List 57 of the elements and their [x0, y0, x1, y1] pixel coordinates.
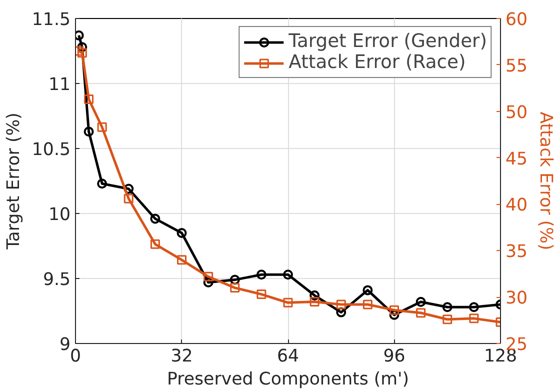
point	[204, 272, 214, 282]
point	[442, 302, 452, 312]
y-tick-label: 11	[48, 75, 71, 95]
point	[256, 270, 266, 280]
y-tick-label: 10	[48, 205, 71, 225]
y2-tick-label: 55	[506, 56, 528, 76]
x-tick-label: 0	[70, 346, 82, 366]
y2-tick-label: 35	[506, 242, 528, 262]
point	[389, 310, 400, 320]
y2-tick-label: 45	[506, 149, 528, 170]
y-tick-label: 11.5	[32, 10, 71, 30]
x-axis-title: Preserved Components (m')	[166, 370, 410, 390]
point	[177, 255, 186, 265]
point	[76, 46, 84, 56]
point	[256, 290, 266, 300]
x-tick-label: 96	[383, 346, 406, 366]
point	[97, 178, 108, 189]
y2-tick-label: 30	[506, 288, 528, 309]
point	[469, 314, 479, 324]
point	[230, 274, 240, 285]
y2-tick-label: 50	[506, 102, 528, 123]
point	[124, 194, 134, 204]
y2-tick-label: 40	[506, 196, 528, 216]
point	[336, 307, 346, 318]
point	[124, 184, 134, 194]
point	[150, 239, 160, 249]
x-tick-label: 64	[276, 346, 300, 366]
point	[362, 300, 372, 310]
legend-label: Attack Error (Race)	[288, 52, 466, 73]
y2-tick-label: 60	[506, 10, 528, 30]
y-tick-label: 9	[59, 335, 71, 355]
point	[468, 302, 479, 312]
y-tick-label: 9.5	[42, 270, 71, 290]
point	[283, 298, 293, 308]
point	[416, 308, 426, 318]
point	[150, 214, 160, 224]
point	[84, 126, 94, 137]
point	[442, 314, 452, 324]
point	[283, 270, 293, 280]
point	[336, 300, 346, 310]
point	[310, 296, 320, 306]
point	[390, 305, 399, 315]
point	[77, 48, 87, 58]
point	[77, 42, 88, 52]
point	[362, 285, 373, 296]
point	[97, 122, 107, 132]
y-tick-label: 10.5	[32, 140, 71, 160]
legend-label: Target Error (Gender)	[288, 31, 487, 52]
point	[84, 94, 94, 104]
x-tick-label: 32	[170, 346, 193, 366]
point	[176, 228, 187, 238]
y-axis-title: Target Error (%)	[4, 112, 24, 250]
y2-axis-title: Attack Error (%)	[536, 112, 556, 250]
point	[416, 296, 426, 307]
point	[310, 290, 320, 300]
point	[230, 283, 240, 293]
point	[203, 277, 214, 288]
